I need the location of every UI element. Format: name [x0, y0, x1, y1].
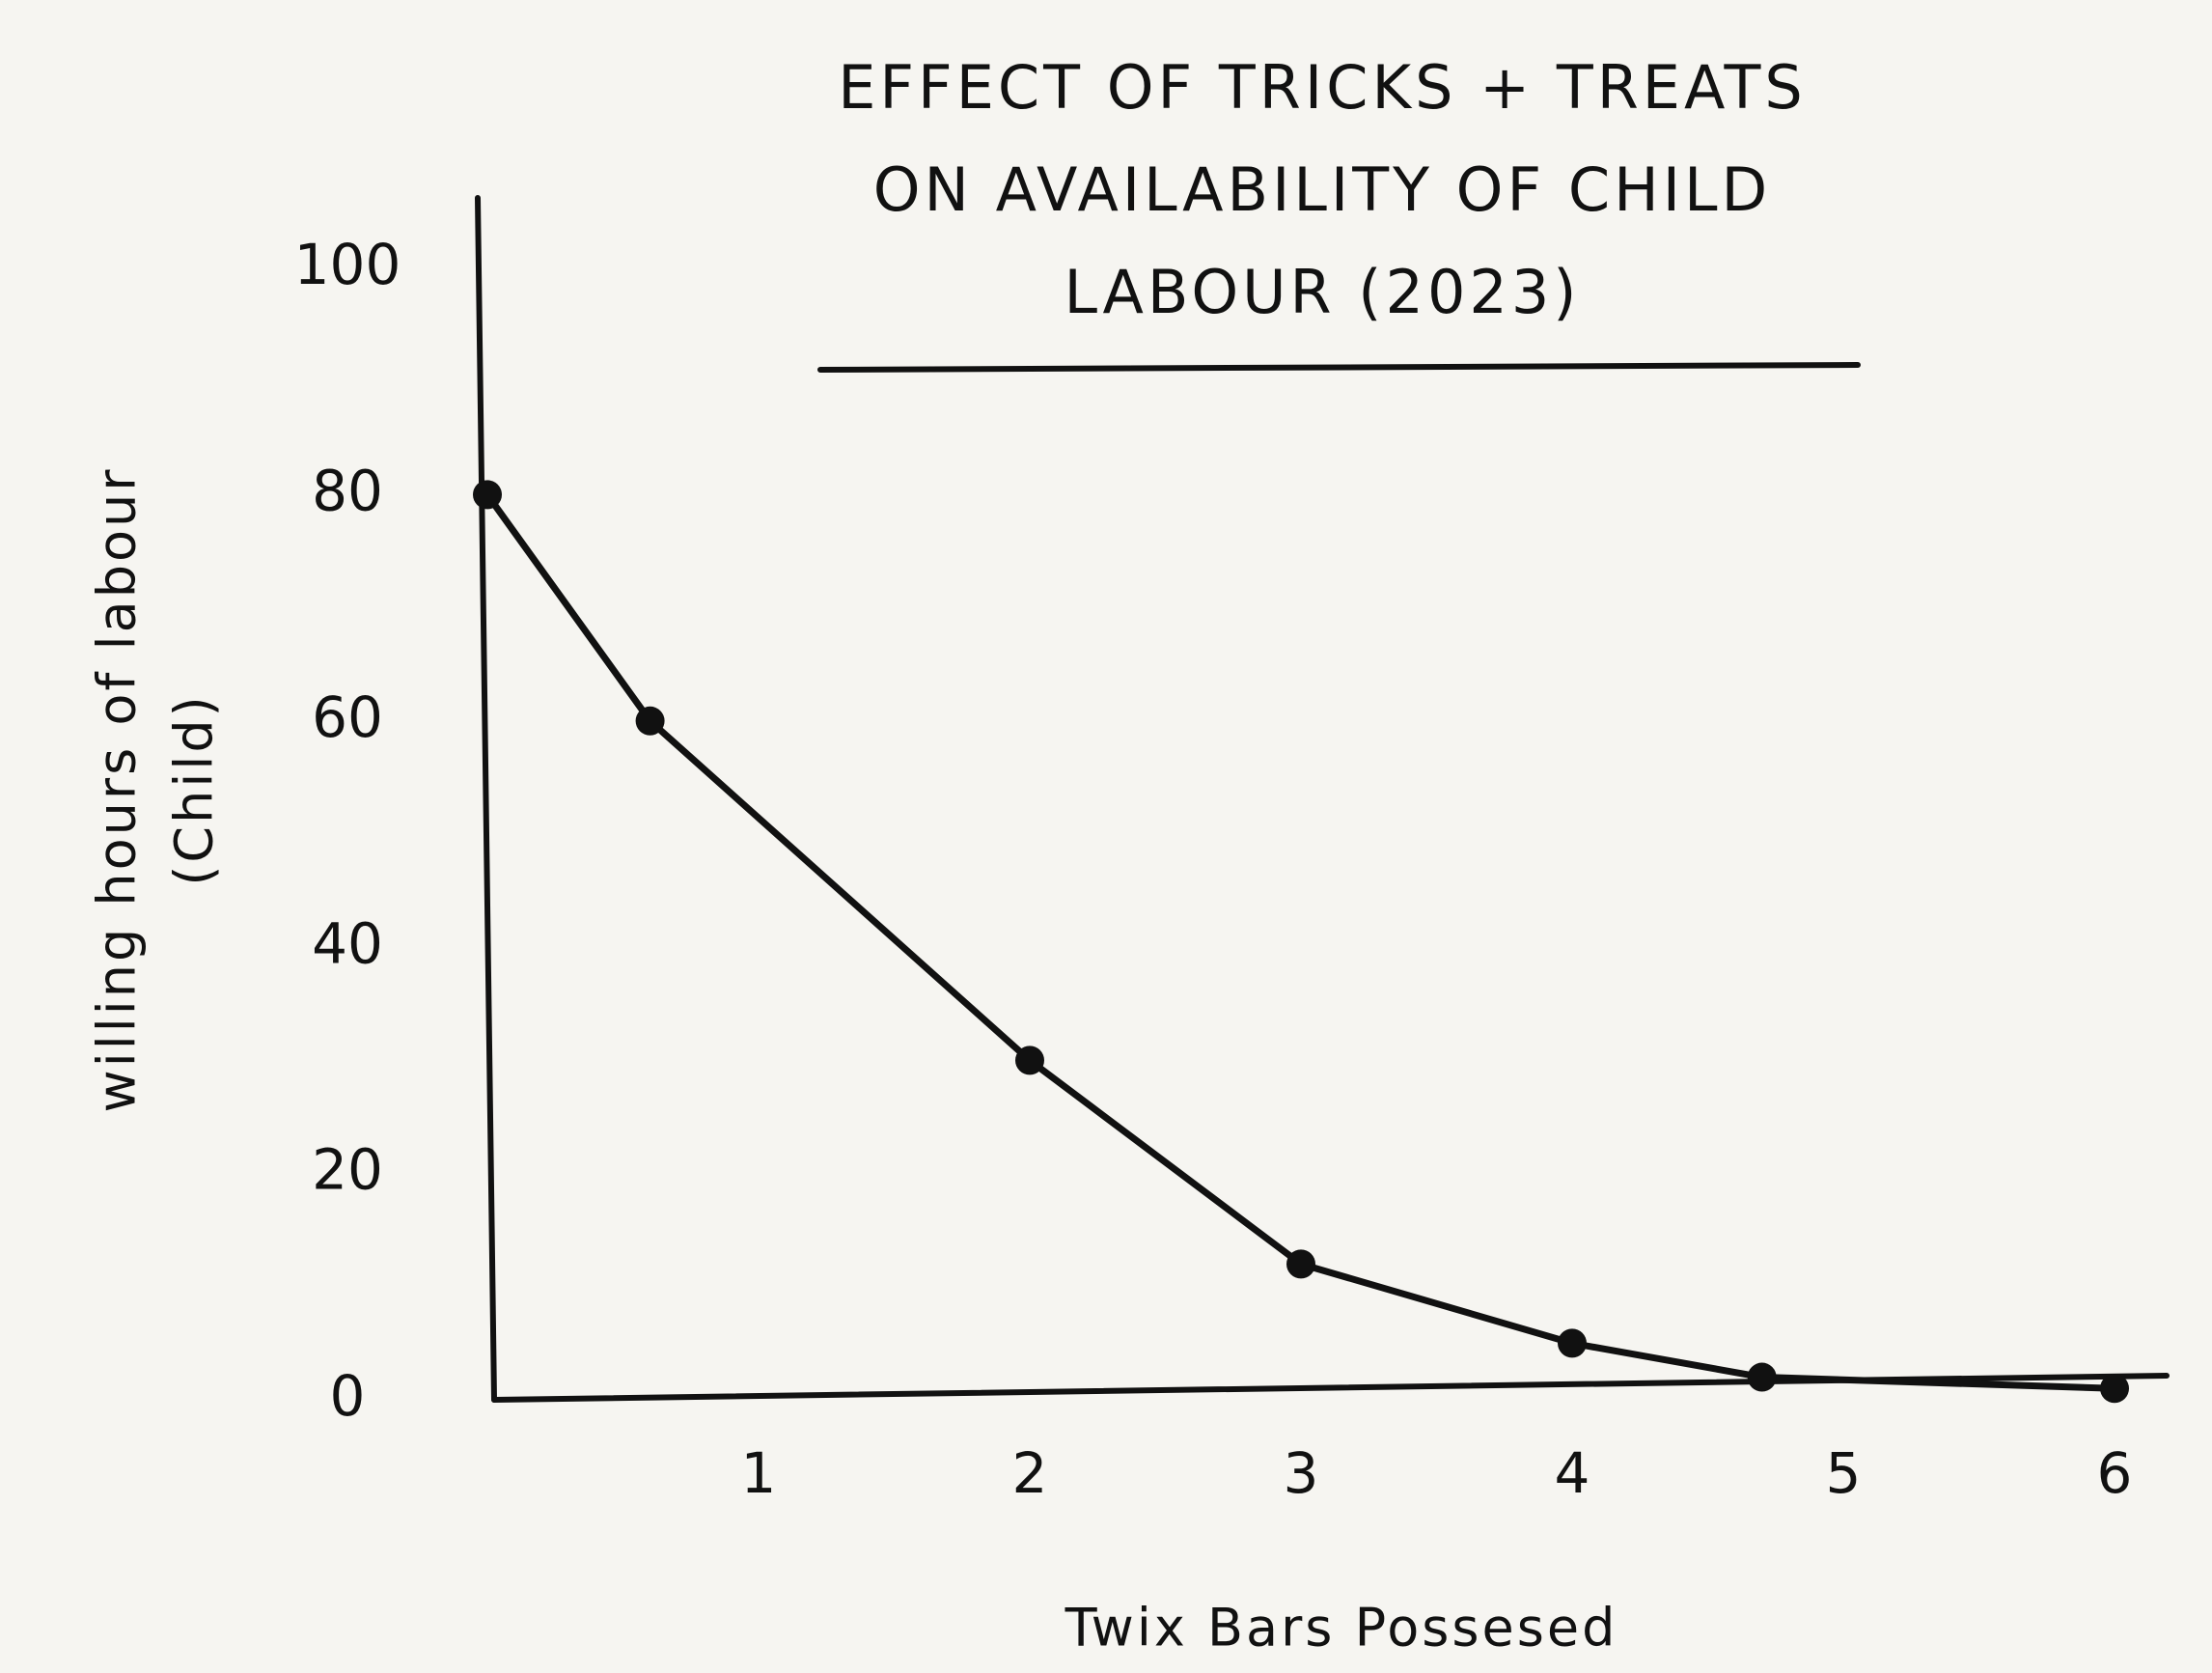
x-tick-label: 5	[1826, 1440, 1862, 1506]
y-tick-label: 80	[312, 459, 383, 524]
x-tick-label: 4	[1555, 1440, 1590, 1506]
title-underline	[820, 365, 1858, 370]
y-axis	[478, 198, 494, 1400]
data-point	[2100, 1374, 2129, 1403]
x-tick-label: 3	[1284, 1440, 1319, 1506]
x-tick-label: 1	[741, 1440, 777, 1506]
page: {"chart_data": {"type": "line", "title":…	[0, 0, 2212, 1673]
chart-title: LABOUR (2023)	[1065, 257, 1581, 327]
y-tick-label: 0	[330, 1363, 366, 1429]
data-point	[473, 480, 502, 509]
y-tick-label: 40	[312, 910, 383, 976]
data-point	[1015, 1046, 1044, 1074]
y-tick-label: 60	[312, 684, 383, 750]
data-point	[1748, 1363, 1777, 1392]
y-tick-label: 20	[312, 1137, 383, 1203]
data-point	[636, 707, 665, 736]
x-tick-label: 2	[1012, 1440, 1048, 1506]
y-axis-label: willing hours of labour	[87, 467, 148, 1113]
chart-title: ON AVAILABILITY OF CHILD	[873, 154, 1772, 225]
data-point	[1286, 1249, 1315, 1278]
x-axis-label: Twix Bars Possesed	[1065, 1598, 1618, 1659]
y-tick-label: 100	[294, 232, 401, 297]
chart: EFFECT OF TRICKS + TREATS ON AVAILABILITY…	[0, 0, 2212, 1673]
data-point	[1558, 1328, 1587, 1357]
x-tick-label: 6	[2097, 1440, 2133, 1506]
chart-title: EFFECT OF TRICKS + TREATS	[838, 52, 1807, 123]
y-axis-label: (Child)	[164, 693, 225, 885]
